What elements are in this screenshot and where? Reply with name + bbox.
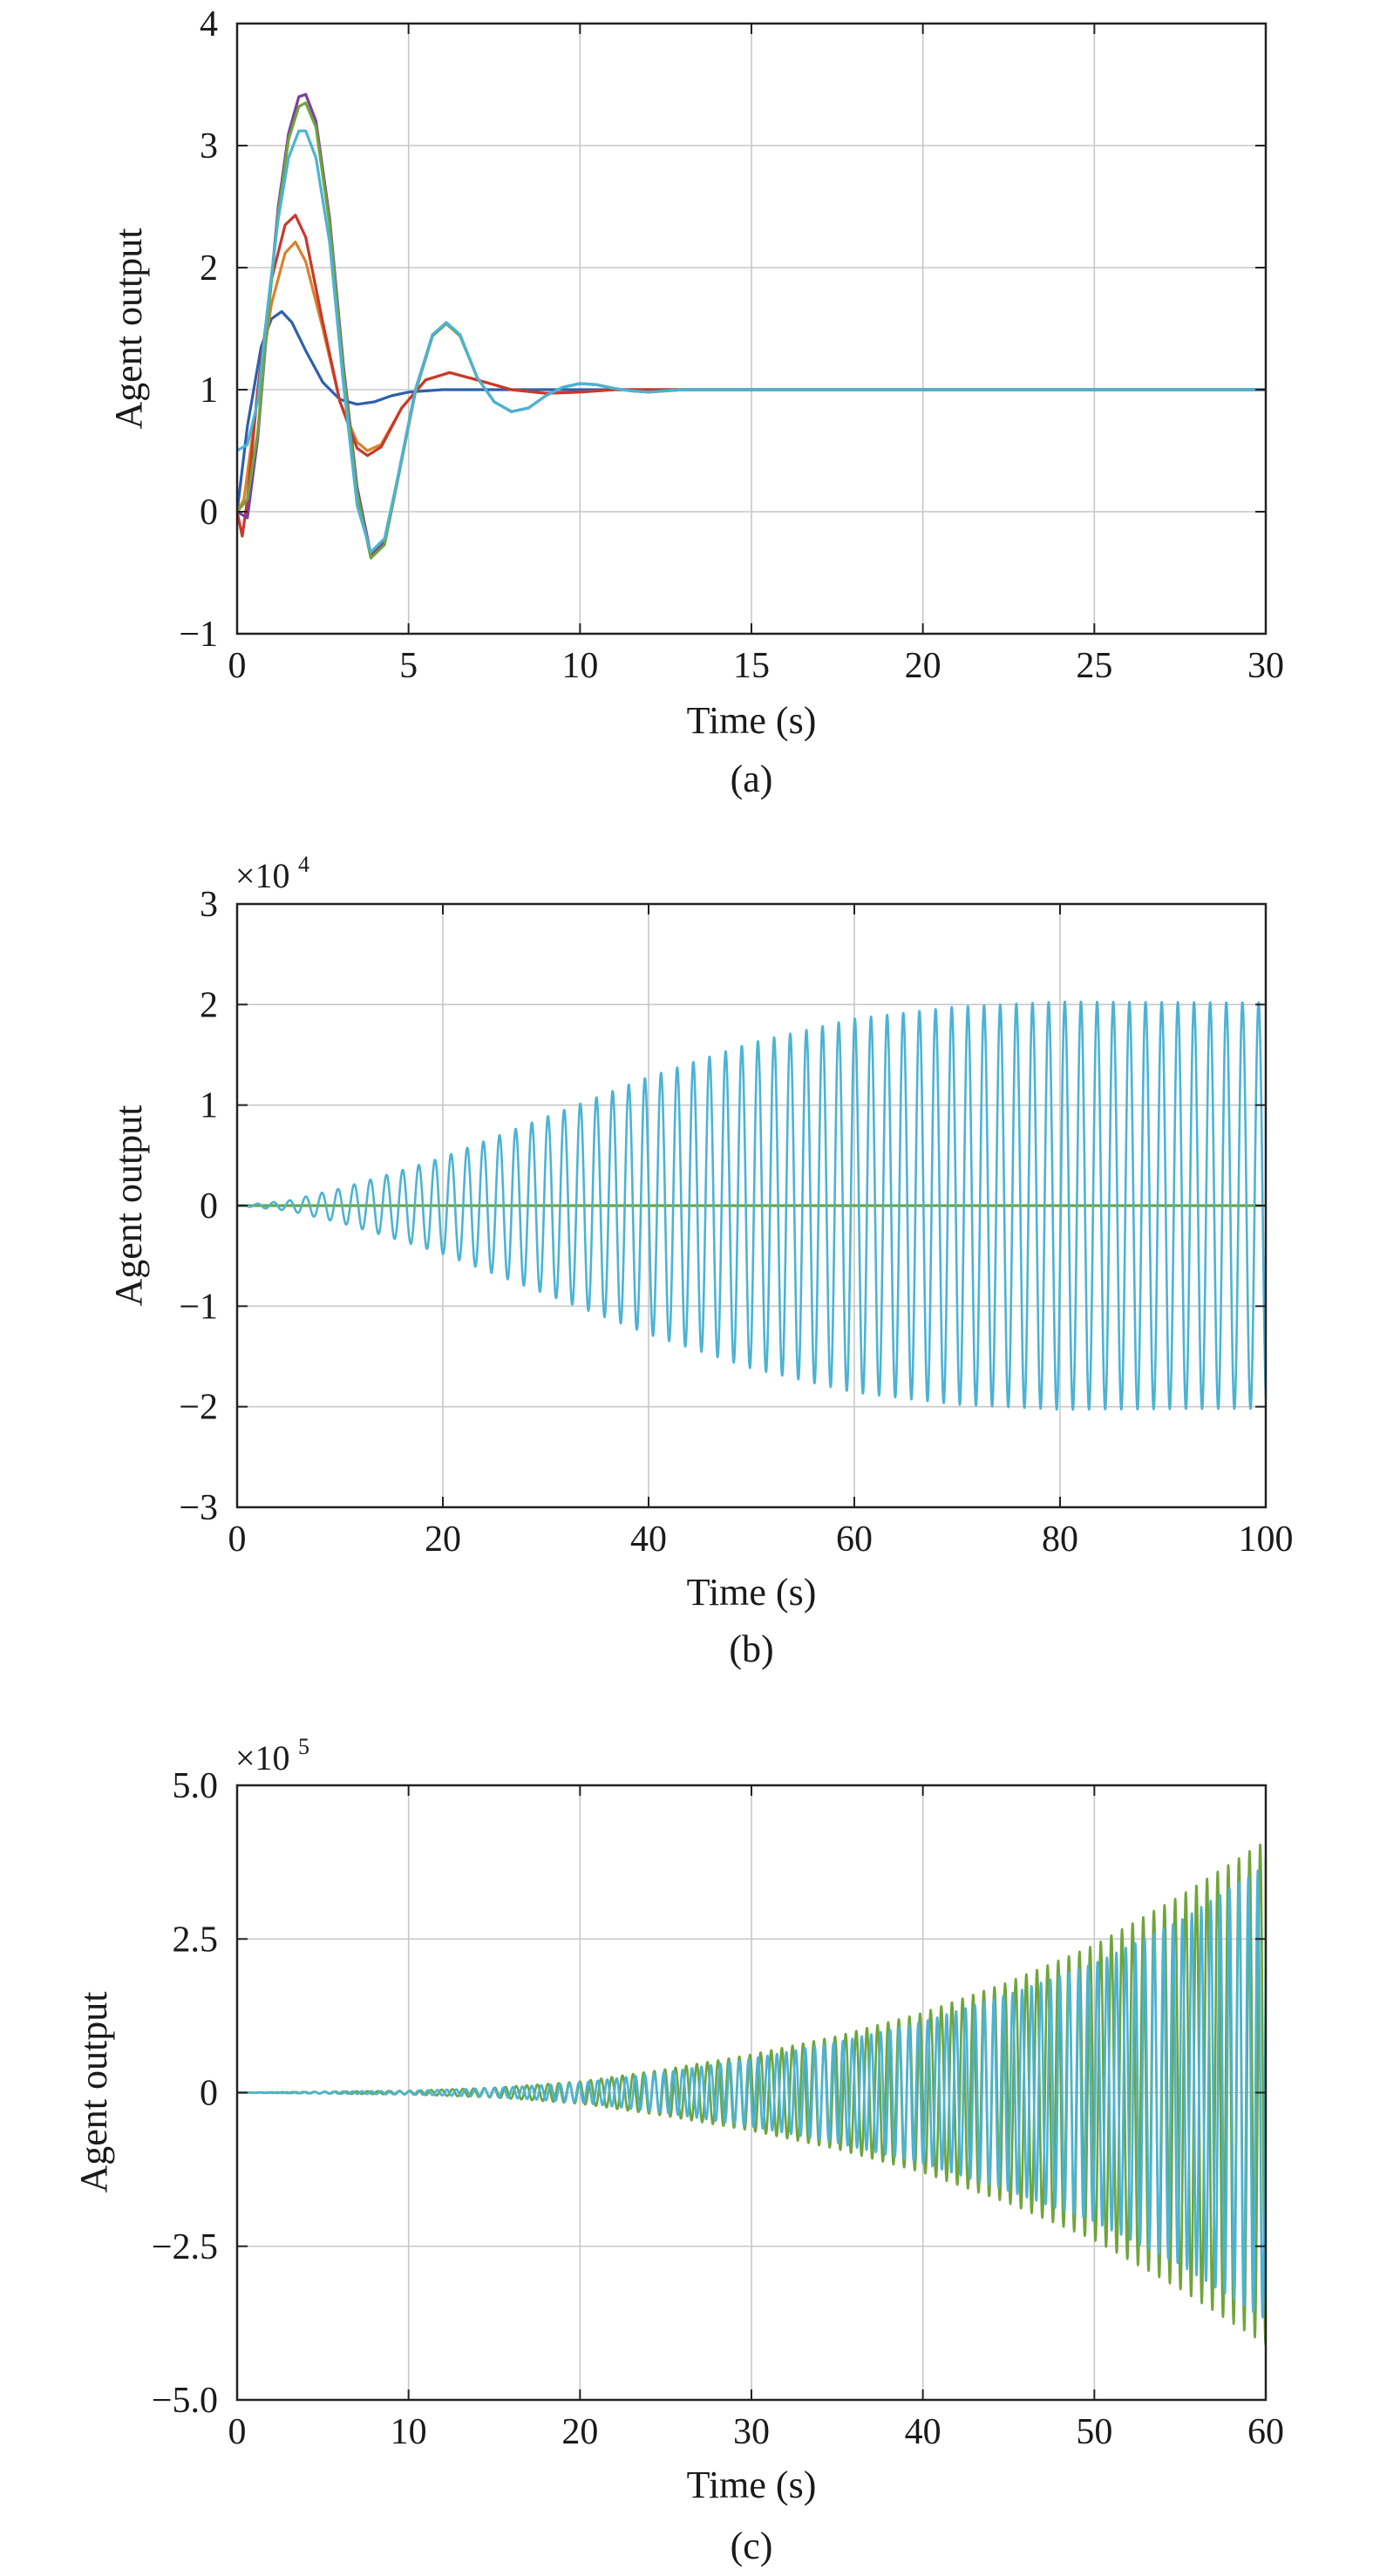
panel-c-x-tick-label-6: 60 [1247, 2412, 1284, 2452]
panel-b-y-tick-label-4: 1 [200, 1086, 218, 1126]
panel-c-x-tick-label-5: 50 [1076, 2412, 1112, 2452]
panel-b-y-tick-label-0: −3 [179, 1488, 218, 1528]
panel-b-x-tick-label-4: 80 [1042, 1519, 1078, 1560]
panel-a-y-tick-label-0: −1 [179, 615, 218, 655]
panel-b-series [237, 1000, 1266, 1411]
panel-b-x-tick-label-1: 20 [425, 1519, 461, 1560]
panel-a-x-tick-label-2: 10 [561, 646, 598, 686]
panel-b-y-axis-label: Agent output [107, 1105, 150, 1307]
panel-a-x-tick-label-6: 30 [1247, 646, 1284, 686]
panel-a-y-tick-label-3: 2 [200, 248, 218, 289]
panel-b-multiplier-exponent: 4 [298, 852, 309, 877]
panel-a-x-tick-label-4: 20 [905, 646, 941, 686]
panel-b-x-axis-label: Time (s) [687, 1571, 817, 1614]
panel-a-y-tick-label-4: 3 [200, 126, 218, 167]
panel-a-series [237, 92, 1266, 560]
panel-b-y-tick-label-1: −2 [179, 1388, 218, 1428]
panel-b-x-tick-label-5: 100 [1239, 1519, 1294, 1560]
panel-c-ticks: 0 10 20 30 40 50 60 −5.0 −2.5 0 2.5 5.0 [152, 1766, 1284, 2452]
panel-c-caption: (c) [731, 2525, 773, 2567]
panel-c-x-axis-label: Time (s) [687, 2464, 817, 2506]
panel-c-y-tick-label-3: 2.5 [173, 1920, 219, 1960]
panel-b-x-tick-label-2: 40 [630, 1519, 667, 1560]
panel-a-y-tick-label-2: 1 [200, 370, 218, 411]
panel-c-multiplier-base: ×10 [235, 1738, 290, 1777]
panel-a-y-tick-label-5: 4 [200, 4, 218, 44]
panel-a-series-line-6 [237, 129, 1266, 554]
panel-a-y-tick-label-1: 0 [200, 493, 218, 533]
panel-a-x-tick-label-3: 15 [733, 646, 770, 686]
panel-c-series [237, 1843, 1266, 2346]
panel-a-y-axis-label: Agent output [107, 228, 150, 430]
panel-b-x-tick-label-0: 0 [228, 1519, 247, 1560]
panel-b: 0 20 40 60 80 100 −3 −2 −1 0 1 2 3 ×10 4 Time (s) Ag… [107, 852, 1294, 1670]
panel-a-x-tick-label-5: 25 [1076, 646, 1112, 686]
panel-a-x-tick-label-1: 5 [399, 646, 418, 686]
panel-b-y-tick-label-5: 2 [200, 985, 218, 1025]
panel-b-y-tick-label-6: 3 [200, 885, 218, 925]
panel-c-x-tick-label-1: 10 [391, 2412, 427, 2452]
panel-c-series-line-2 [237, 1869, 1266, 2319]
panel-c: 0 10 20 30 40 50 60 −5.0 −2.5 0 2.5 5.0 ×10 5 Time … [72, 1734, 1284, 2567]
panel-b-ticks: 0 20 40 60 80 100 −3 −2 −1 0 1 2 3 [179, 885, 1293, 1560]
panel-b-series-line-2 [237, 1000, 1266, 1411]
panel-b-y-tick-label-3: 0 [200, 1186, 218, 1227]
panel-a-caption: (a) [731, 758, 773, 800]
panel-b-y-tick-label-2: −1 [179, 1287, 218, 1327]
panel-c-y-tick-label-2: 0 [200, 2074, 218, 2114]
panel-a-grid [237, 24, 1266, 634]
panel-b-x-tick-label-3: 60 [836, 1519, 873, 1560]
panel-b-caption: (b) [729, 1628, 773, 1670]
panel-c-y-tick-label-0: −5.0 [152, 2381, 218, 2421]
panel-c-x-tick-label-0: 0 [228, 2412, 247, 2452]
panel-c-y-tick-label-1: −2.5 [152, 2227, 218, 2267]
panel-c-y-axis-label: Agent output [72, 1992, 115, 2193]
panel-c-x-tick-label-3: 30 [733, 2412, 770, 2452]
panel-c-multiplier-exponent: 5 [298, 1734, 309, 1759]
panel-c-y-tick-label-4: 5.0 [173, 1766, 219, 1806]
panel-c-multiplier: ×10 5 [235, 1734, 309, 1777]
panel-b-multiplier-base: ×10 [235, 856, 290, 895]
panel-a-x-axis-label: Time (s) [687, 699, 817, 742]
panel-c-x-tick-label-4: 40 [905, 2412, 941, 2452]
panel-b-multiplier: ×10 4 [235, 852, 309, 895]
panel-a-x-tick-label-0: 0 [228, 646, 247, 686]
panel-c-x-tick-label-2: 20 [561, 2412, 598, 2452]
